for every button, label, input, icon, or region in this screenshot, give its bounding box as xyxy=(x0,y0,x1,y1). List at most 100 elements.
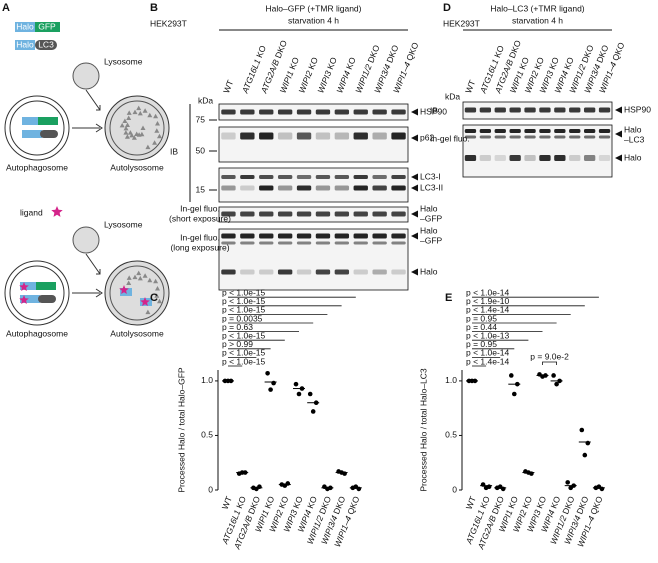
data-point xyxy=(596,484,602,490)
lysosomal-content xyxy=(152,140,158,145)
blot-band xyxy=(494,155,506,161)
p-value: p = 0.95 xyxy=(466,313,497,323)
cell-line: HEK293T xyxy=(150,18,187,28)
halo-tag xyxy=(15,22,35,32)
band-label: LC3-I xyxy=(420,171,441,181)
blot-band xyxy=(334,211,350,217)
y-tick-label: 1.0 xyxy=(445,375,457,385)
blot-band xyxy=(259,269,274,275)
p-value: p < 1.4e-14 xyxy=(466,305,510,315)
data-point xyxy=(310,409,316,414)
band-label: –LC3 xyxy=(624,134,645,144)
blot-band xyxy=(569,135,581,139)
blot-frame xyxy=(462,124,613,178)
lysosomal-content xyxy=(136,270,142,276)
lysosomal-content xyxy=(127,130,133,135)
blot-band xyxy=(221,185,236,191)
lysosomal-content xyxy=(123,130,129,135)
blot-band xyxy=(569,129,581,133)
blot-band xyxy=(479,155,492,161)
blot-band xyxy=(524,135,536,139)
lysosomal-content xyxy=(142,108,148,113)
blot-band xyxy=(240,241,255,245)
blot-band xyxy=(334,132,350,140)
blot-band xyxy=(391,211,406,217)
blot-band xyxy=(259,109,274,115)
blot-band xyxy=(583,129,596,133)
blot-band xyxy=(221,132,236,140)
p-value: p = 0.95 xyxy=(466,339,497,349)
blot-band xyxy=(277,132,293,140)
lysosomal-content xyxy=(154,128,160,133)
x-tick-label: WT xyxy=(220,495,234,511)
p-value: p < 1.0e-14 xyxy=(466,287,510,297)
blot-band xyxy=(509,107,521,113)
p-value: p = 0.0035 xyxy=(222,313,263,323)
comparison-bracket xyxy=(542,361,557,365)
blot-band xyxy=(464,107,477,113)
data-point xyxy=(268,387,273,392)
blot-band xyxy=(240,185,255,191)
blot-band xyxy=(391,109,406,115)
blot-band xyxy=(372,175,387,179)
ligand-star xyxy=(119,285,129,294)
data-point xyxy=(568,485,573,491)
data-point xyxy=(325,486,330,492)
data-point xyxy=(254,486,259,492)
blot-band xyxy=(353,175,368,179)
blot-frame xyxy=(218,228,409,291)
lysosomal-content xyxy=(131,135,137,140)
band-arrow xyxy=(615,154,622,162)
lane-label: WT xyxy=(221,79,235,95)
label: Autolysosome xyxy=(110,328,164,338)
lysosomal-content xyxy=(153,278,159,284)
band-arrow xyxy=(411,173,418,181)
panel-letter: D xyxy=(443,2,451,14)
p-value: p > 0.99 xyxy=(222,339,253,349)
blot-band xyxy=(296,175,312,179)
blot-band xyxy=(372,269,387,275)
blot-band xyxy=(554,129,566,133)
data-point xyxy=(540,374,545,379)
legend-tag: Halo xyxy=(16,39,34,49)
lysosomal-content xyxy=(145,144,151,150)
ligand-star xyxy=(51,206,63,217)
blot-band xyxy=(524,155,536,161)
cargo xyxy=(20,282,46,290)
data-point xyxy=(585,440,591,446)
y-tick-label: 0.5 xyxy=(445,430,457,440)
lysosomal-content xyxy=(142,273,148,278)
blot-band xyxy=(240,109,255,115)
blot-band xyxy=(598,107,611,113)
blot-band xyxy=(277,241,293,245)
gfp-tag xyxy=(35,22,60,32)
p-value: p < 1.0e-15 xyxy=(222,296,266,306)
blot-band xyxy=(221,233,236,239)
y-tick-label: 0 xyxy=(452,484,457,494)
cell-line: HEK293T xyxy=(443,18,480,28)
band-arrow xyxy=(615,106,622,114)
band-label: –GFP xyxy=(420,213,443,223)
exposure-label: (short exposure) xyxy=(169,213,231,223)
ligand-star xyxy=(19,295,29,304)
data-point xyxy=(293,381,299,387)
blot-band xyxy=(372,185,387,191)
blot-frame xyxy=(218,103,409,121)
blot-band xyxy=(464,155,477,161)
blot-band xyxy=(277,233,293,239)
lysosomal-content xyxy=(124,134,130,139)
data-point xyxy=(509,373,514,378)
y-tick-label: 0.5 xyxy=(201,430,213,440)
blot-frame xyxy=(218,167,409,203)
lysosomal-content xyxy=(125,122,130,127)
panel-letter: A xyxy=(2,2,10,14)
blot-band xyxy=(296,269,312,275)
p-value: p < 1.0e-15 xyxy=(222,348,266,358)
lc3-tag xyxy=(35,40,57,50)
label: ligand xyxy=(20,207,43,217)
p-value: p = 9.0e-2 xyxy=(530,351,569,361)
legend-label: GFP xyxy=(38,21,56,31)
band-arrow xyxy=(411,210,418,218)
blot-band xyxy=(524,107,536,113)
